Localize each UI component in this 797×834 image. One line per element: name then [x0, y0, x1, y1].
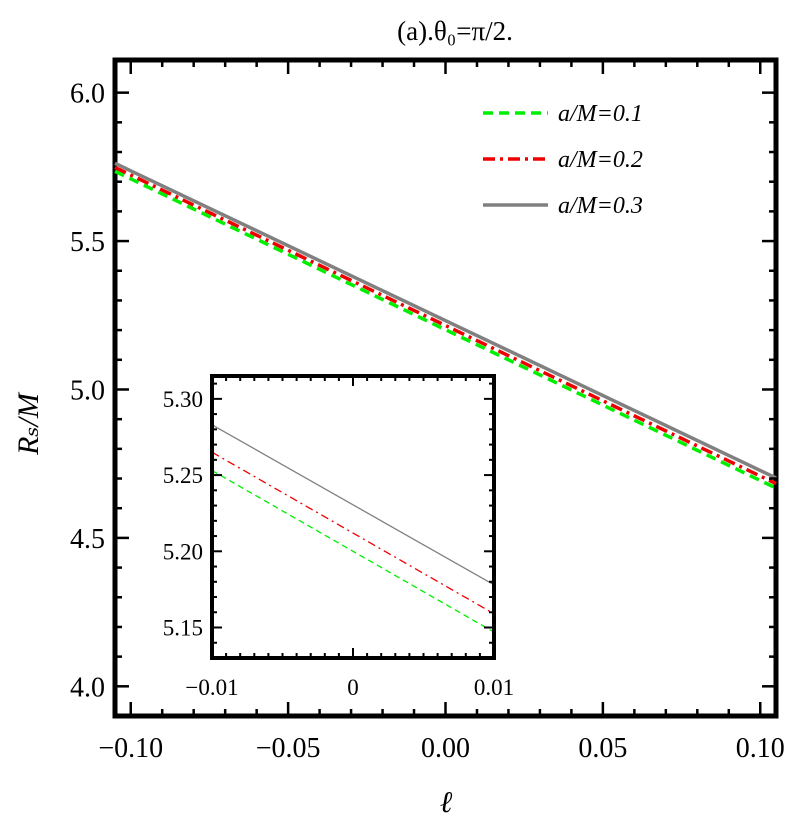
series-line-1	[114, 169, 777, 490]
series-line-3	[114, 161, 777, 480]
series-line-2	[114, 165, 777, 486]
inset-series-layer	[211, 424, 495, 633]
inset-y-tick-label: 5.15	[163, 616, 203, 641]
x-axis-label: ℓ	[440, 786, 453, 819]
y-axis-label: Rₛ/M	[12, 391, 45, 456]
inset-x-tick-label: −0.01	[185, 675, 238, 700]
y-tick-label: 5.0	[70, 375, 105, 406]
inset-background	[212, 376, 494, 658]
x-tick-label: −0.10	[98, 733, 163, 764]
x-tick-label: 0.10	[736, 733, 785, 764]
legend-label-3: a/M=0.3	[558, 193, 643, 219]
inset-x-tick-label: 0.01	[474, 675, 514, 700]
inset-x-tick-label: 0	[347, 675, 359, 700]
y-tick-label: 4.5	[70, 524, 105, 555]
inset-y-tick-label: 5.25	[163, 463, 203, 488]
main-plot: −0.10 −0.05 0.00 0.05 0.10 4.0 4.5 5.0 5.5 6.0	[70, 57, 785, 764]
main-ticks-layer: −0.10 −0.05 0.00 0.05 0.10 4.0 4.5 5.0 5.5 6.0	[70, 60, 785, 764]
y-tick-label: 4.0	[70, 672, 105, 703]
inset-series-line-1	[211, 469, 495, 633]
inset-y-tick-label: 5.20	[163, 539, 203, 564]
inset-y-tick-label: 5.30	[163, 387, 203, 412]
inset-series-line-2	[211, 451, 495, 615]
x-tick-label: 0.00	[421, 733, 470, 764]
x-tick-label: −0.05	[256, 733, 321, 764]
main-series-layer	[114, 161, 777, 490]
legend-label-2: a/M=0.2	[558, 147, 643, 173]
y-tick-label: 6.0	[70, 79, 105, 110]
inset-series-line-3	[211, 424, 495, 586]
legend: a/M=0.1 a/M=0.2 a/M=0.3	[483, 101, 643, 219]
inset-frame	[210, 374, 496, 660]
y-tick-label: 5.5	[70, 227, 105, 258]
chart-title: (a).θ₀=π/2.	[397, 16, 513, 46]
inset-plot: −0.01 0 0.01 5.15 5.20 5.25 5.30	[163, 374, 514, 700]
x-tick-label: 0.05	[578, 733, 627, 764]
legend-label-1: a/M=0.1	[558, 101, 643, 127]
